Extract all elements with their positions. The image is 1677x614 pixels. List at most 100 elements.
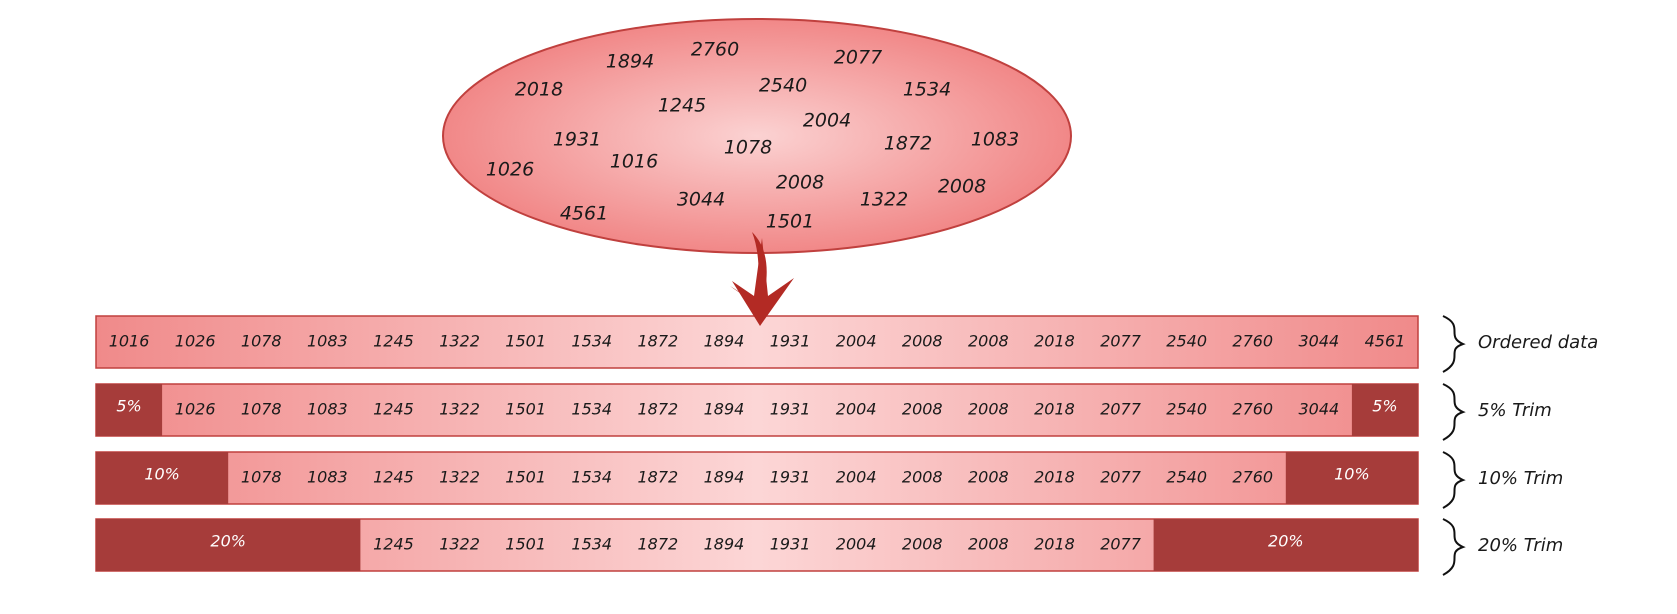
row-value: 1894 bbox=[704, 400, 745, 419]
row-value: 1322 bbox=[439, 400, 480, 419]
trim-rows: 1016 1026 1078 1083 1245 1322 1501 1534 1872 1894… bbox=[95, 315, 1598, 576]
data-cloud-value: 1322 bbox=[860, 189, 908, 211]
row-5-trim: 5% 5% 1026 1078 1083 1245 1322 1501 1534 1872 1894… bbox=[95, 383, 1552, 441]
row-value: 1078 bbox=[241, 332, 282, 351]
row-value: 2018 bbox=[1034, 468, 1075, 487]
data-cloud-value: 1016 bbox=[610, 151, 658, 173]
row-value: 1534 bbox=[571, 535, 612, 554]
data-cloud-value: 2540 bbox=[759, 75, 807, 97]
row-value: 2077 bbox=[1100, 400, 1142, 419]
data-cloud-value: 3044 bbox=[677, 189, 725, 211]
brace-icon bbox=[1442, 518, 1466, 576]
trim-label-left: 10% bbox=[144, 465, 180, 484]
trim-label-left: 20% bbox=[210, 532, 246, 551]
row-value: 2004 bbox=[836, 535, 877, 554]
data-cloud-value: 4561 bbox=[560, 203, 608, 225]
data-cloud-value: 1083 bbox=[971, 129, 1019, 151]
row-value: 1894 bbox=[704, 468, 745, 487]
row-value: 2540 bbox=[1166, 400, 1207, 419]
row-value: 2077 bbox=[1100, 332, 1142, 351]
data-cloud: 2760 1894 2077 2018 2540 1534 1245 2004 1931 1872… bbox=[442, 18, 1072, 254]
data-cloud-value: 2018 bbox=[515, 79, 563, 101]
row-value: 2004 bbox=[836, 400, 877, 419]
row-10-trim: 10% 10% 1078 1083 1245 1322 1501 1534 1872 1894 19… bbox=[95, 451, 1563, 509]
data-cloud-value: 2760 bbox=[691, 39, 739, 61]
row-value: 1026 bbox=[175, 332, 216, 351]
row-value: 2018 bbox=[1034, 535, 1075, 554]
row-value: 2760 bbox=[1232, 332, 1273, 351]
trim-label-left: 5% bbox=[116, 397, 141, 416]
row-value: 2018 bbox=[1034, 332, 1075, 351]
row-value: 1931 bbox=[770, 468, 811, 487]
row-value: 2008 bbox=[902, 468, 943, 487]
row-bar bbox=[95, 315, 1419, 369]
data-cloud-value: 2008 bbox=[776, 172, 824, 194]
row-value: 1501 bbox=[505, 468, 546, 487]
row-label: 20% Trim bbox=[1478, 535, 1563, 556]
row-value: 1078 bbox=[241, 400, 282, 419]
data-cloud-value: 1245 bbox=[658, 95, 706, 117]
row-value: 2008 bbox=[902, 400, 943, 419]
row-value: 1534 bbox=[571, 468, 612, 487]
row-value: 2077 bbox=[1100, 468, 1142, 487]
row-value: 1872 bbox=[637, 332, 678, 351]
row-value: 1501 bbox=[505, 400, 546, 419]
trim-block-right bbox=[1153, 519, 1418, 571]
row-value: 2018 bbox=[1034, 400, 1075, 419]
row-value: 1026 bbox=[175, 400, 216, 419]
trim-block-left bbox=[96, 519, 361, 571]
row-value: 1894 bbox=[704, 332, 745, 351]
row-value: 1083 bbox=[307, 400, 348, 419]
row-value: 2004 bbox=[836, 468, 877, 487]
data-cloud-value: 2077 bbox=[834, 47, 882, 69]
row-value: 2540 bbox=[1166, 468, 1207, 487]
row-value: 2008 bbox=[968, 468, 1009, 487]
row-value: 1078 bbox=[241, 468, 282, 487]
data-cloud-value: 1931 bbox=[553, 129, 601, 151]
data-cloud-value: 1894 bbox=[606, 51, 654, 73]
row-value: 1534 bbox=[571, 332, 612, 351]
data-cloud-value: 1501 bbox=[766, 211, 814, 233]
data-cloud-ellipse bbox=[442, 18, 1072, 254]
row-value: 2008 bbox=[968, 332, 1009, 351]
row-value: 2008 bbox=[968, 535, 1009, 554]
trim-block-left bbox=[96, 452, 229, 504]
row-ordered-data: 1016 1026 1078 1083 1245 1322 1501 1534 1872 1894… bbox=[95, 315, 1598, 373]
data-cloud-value: 1534 bbox=[903, 79, 951, 101]
row-value: 1872 bbox=[637, 468, 678, 487]
trim-label-right: 5% bbox=[1372, 397, 1397, 416]
row-value: 2004 bbox=[836, 332, 877, 351]
row-value: 1931 bbox=[770, 400, 811, 419]
row-value: 3044 bbox=[1298, 400, 1339, 419]
row-20-trim: 20% 20% 1245 1322 1501 1534 1872 1894 1931 2004 20… bbox=[95, 518, 1563, 576]
row-value: 1501 bbox=[505, 332, 546, 351]
sort-arrow-head bbox=[732, 238, 794, 326]
row-value: 1322 bbox=[439, 468, 480, 487]
row-value: 1894 bbox=[704, 535, 745, 554]
trim-label-right: 10% bbox=[1334, 465, 1370, 484]
row-bar bbox=[95, 383, 1419, 437]
row-value: 2008 bbox=[968, 400, 1009, 419]
row-value: 2077 bbox=[1100, 535, 1142, 554]
row-value: 1872 bbox=[637, 535, 678, 554]
row-value: 1016 bbox=[109, 332, 150, 351]
row-value: 1322 bbox=[439, 535, 480, 554]
row-value: 1872 bbox=[637, 400, 678, 419]
row-value: 1501 bbox=[505, 535, 546, 554]
row-value: 1245 bbox=[373, 468, 414, 487]
brace-icon bbox=[1442, 383, 1466, 441]
trim-block-right bbox=[1351, 384, 1418, 436]
row-bar bbox=[95, 451, 1419, 505]
row-value: 2540 bbox=[1166, 332, 1207, 351]
row-value: 1534 bbox=[571, 400, 612, 419]
row-value: 2760 bbox=[1232, 400, 1273, 419]
trim-block-left bbox=[96, 384, 163, 436]
row-value: 1322 bbox=[439, 332, 480, 351]
row-label: Ordered data bbox=[1478, 332, 1598, 353]
row-value: 2760 bbox=[1232, 468, 1273, 487]
row-label: 5% Trim bbox=[1478, 400, 1552, 421]
row-value: 1083 bbox=[307, 468, 348, 487]
row-value: 2008 bbox=[902, 535, 943, 554]
data-cloud-value: 1026 bbox=[486, 159, 534, 181]
